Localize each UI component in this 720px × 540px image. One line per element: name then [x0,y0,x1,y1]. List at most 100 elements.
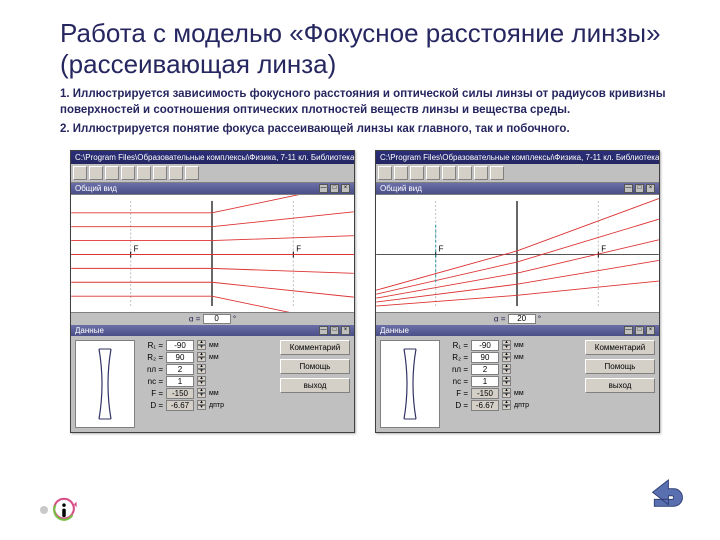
panel-control[interactable]: — [319,326,328,335]
spinner[interactable]: ▴▾ [197,376,206,386]
param-row: R₂ =90▴▾мм [141,352,274,363]
param-value: -150 [471,388,499,399]
axis-param-label: α = [494,314,506,323]
spinner[interactable]: ▴▾ [502,400,511,410]
window-titlebar: C:\Program Files\Образовательные комплек… [71,151,354,164]
toolbar-button[interactable] [426,166,440,180]
comment-button[interactable]: Комментарий [585,340,655,355]
back-arrow-button[interactable] [642,474,686,514]
param-value[interactable]: 2 [471,364,499,375]
spinner[interactable]: ▴▾ [502,352,511,362]
help-button[interactable]: Помощь [280,359,350,374]
paragraph-2: 2. Иллюстрируется понятие фокуса рассеив… [60,122,670,138]
toolbar-button[interactable] [185,166,199,180]
param-unit: дптр [209,402,224,409]
toolbar-button[interactable] [89,166,103,180]
axis-param-input[interactable] [203,314,231,324]
param-value[interactable]: -90 [471,340,499,351]
param-value: -6.67 [166,400,194,411]
axis-param-label: α = [189,314,201,323]
panel-control[interactable]: □ [330,184,339,193]
toolbar-button[interactable] [105,166,119,180]
toolbar-button[interactable] [73,166,87,180]
spinner[interactable]: ▴▾ [502,364,511,374]
param-row: R₁ =-90▴▾мм [141,340,274,351]
toolbar-button[interactable] [442,166,456,180]
toolbar-button[interactable] [474,166,488,180]
param-unit: мм [514,354,524,361]
axis-param-input[interactable] [508,314,536,324]
toolbar-button[interactable] [153,166,167,180]
param-label: D = [141,401,163,410]
param-value[interactable]: 2 [166,364,194,375]
toolbar-button[interactable] [458,166,472,180]
param-unit: мм [209,354,219,361]
param-row: R₂ =90▴▾мм [446,352,579,363]
slide-title: Работа с моделью «Фокусное расстояние ли… [60,18,670,79]
toolbar-button[interactable] [394,166,408,180]
toolbar-button[interactable] [378,166,392,180]
spinner[interactable]: ▴▾ [197,364,206,374]
param-value[interactable]: -90 [166,340,194,351]
exit-button[interactable]: выход [280,378,350,393]
param-row: F =-150▴▾мм [446,388,579,399]
panel-control[interactable]: × [646,326,655,335]
param-unit: мм [514,342,524,349]
panel-control[interactable]: × [646,184,655,193]
spinner[interactable]: ▴▾ [502,388,511,398]
param-unit: мм [209,390,219,397]
paragraph-1: 1. Иллюстрируется зависимость фокусного … [60,87,670,118]
side-buttons: Комментарий Помощь выход [585,340,655,428]
panel-control[interactable]: — [624,326,633,335]
data-panel: R₁ =-90▴▾ммR₂ =90▴▾ммnл =2▴▾nc =1▴▾F =-1… [376,336,659,432]
panel-control[interactable]: — [319,184,328,193]
toolbar-button[interactable] [169,166,183,180]
param-label: nc = [141,377,163,386]
param-row: nл =2▴▾ [446,364,579,375]
param-value[interactable]: 90 [166,352,194,363]
spinner[interactable]: ▴▾ [197,340,206,350]
param-row: nc =1▴▾ [446,376,579,387]
lens-diagram [380,340,440,428]
comment-button[interactable]: Комментарий [280,340,350,355]
param-value[interactable]: 1 [471,376,499,387]
panel-control[interactable]: □ [635,326,644,335]
spinner[interactable]: ▴▾ [197,400,206,410]
param-value[interactable]: 90 [471,352,499,363]
param-unit: мм [514,390,524,397]
param-row: D =-6.67▴▾дптр [141,400,274,411]
ray-diagram-plot: FF [376,194,659,312]
spinner[interactable]: ▴▾ [502,376,511,386]
param-unit: дптр [514,402,529,409]
param-value[interactable]: 1 [166,376,194,387]
svg-text:F: F [296,244,301,253]
spinner[interactable]: ▴▾ [197,352,206,362]
param-label: R₁ = [141,341,163,350]
spinner[interactable]: ▴▾ [502,340,511,350]
panel-control[interactable]: × [341,326,350,335]
toolbar-button[interactable] [410,166,424,180]
data-panel-label: Данные [380,326,409,335]
exit-button[interactable]: выход [585,378,655,393]
svg-text:F: F [134,244,139,253]
param-row: D =-6.67▴▾дптр [446,400,579,411]
param-label: F = [141,389,163,398]
spinner[interactable]: ▴▾ [197,388,206,398]
param-list: R₁ =-90▴▾ммR₂ =90▴▾ммnл =2▴▾nc =1▴▾F =-1… [141,340,274,428]
axis-param-unit: ° [538,314,541,323]
bullet-decor [40,506,48,514]
slide-body: 1. Иллюстрируется зависимость фокусного … [60,87,670,138]
param-row: nc =1▴▾ [141,376,274,387]
help-button[interactable]: Помощь [585,359,655,374]
toolbar-button[interactable] [490,166,504,180]
view-panel-header: Общий вид—□× [376,183,659,194]
info-icon [50,496,78,524]
toolbar-button[interactable] [137,166,151,180]
panel-control[interactable]: □ [635,184,644,193]
panel-control[interactable]: × [341,184,350,193]
toolbar-button[interactable] [121,166,135,180]
data-panel-header: Данные—□× [71,325,354,336]
panel-control[interactable]: □ [330,326,339,335]
param-label: F = [446,389,468,398]
panel-control[interactable]: — [624,184,633,193]
